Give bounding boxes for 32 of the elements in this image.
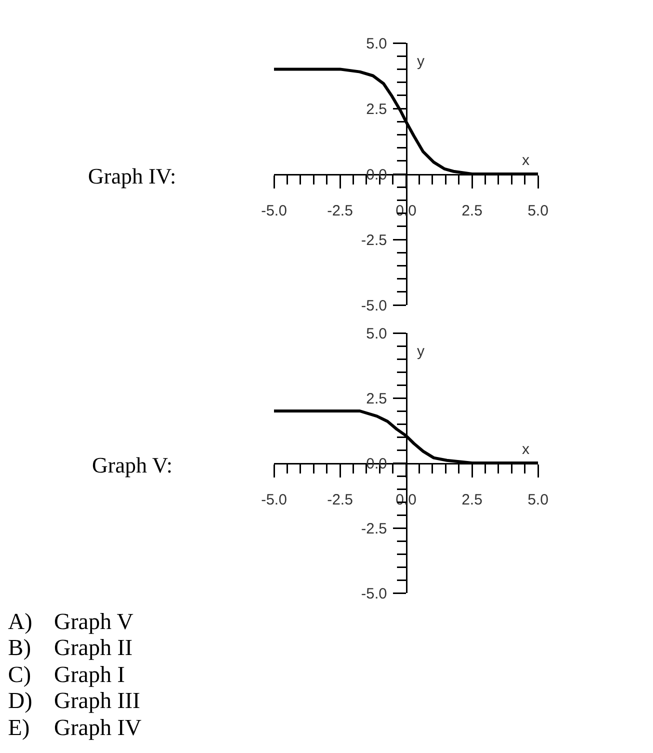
text: E)	[8, 715, 30, 740]
x-tick-label: 5.0	[528, 492, 548, 508]
y-tick-label: -5.0	[361, 297, 387, 314]
text: Graph V	[54, 609, 134, 634]
x-axis-title: x	[522, 441, 530, 458]
x-tick-label: 5.0	[528, 202, 548, 220]
text: Graph II	[54, 635, 133, 660]
x-tick-label: -5.0	[261, 492, 287, 508]
y-tick-label: 2.5	[366, 100, 387, 118]
text: Graph IV:	[88, 164, 176, 189]
y-tick-label: 5.0	[366, 325, 387, 342]
text: Graph V:	[92, 452, 172, 478]
text: B)	[8, 635, 31, 660]
x-tick-label: 2.5	[462, 202, 482, 220]
y-tick-label: 5.0	[366, 35, 387, 52]
x-tick-label: 2.5	[462, 492, 482, 508]
y-axis-title: y	[417, 343, 425, 360]
y-tick-label: -2.5	[361, 232, 387, 249]
y-axis-title: y	[417, 53, 425, 70]
x-axis-title: x	[522, 152, 530, 169]
text: Graph III	[54, 688, 140, 713]
y-tick-label: 2.5	[366, 390, 387, 408]
y-tick-label: -2.5	[361, 520, 387, 538]
text: D)	[8, 688, 32, 713]
text: Graph IV	[54, 715, 142, 740]
y-tick-label: -5.0	[361, 585, 387, 602]
text: A)	[8, 609, 32, 634]
x-tick-label: -2.5	[327, 492, 353, 508]
text: Graph I	[54, 662, 125, 687]
text: C)	[8, 662, 31, 687]
x-tick-label: -2.5	[327, 202, 353, 220]
x-tick-label: -5.0	[261, 202, 287, 220]
